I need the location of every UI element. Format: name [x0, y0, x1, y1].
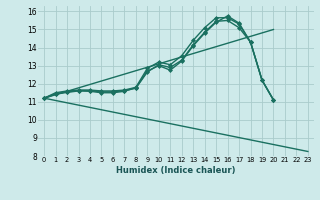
X-axis label: Humidex (Indice chaleur): Humidex (Indice chaleur): [116, 166, 236, 175]
